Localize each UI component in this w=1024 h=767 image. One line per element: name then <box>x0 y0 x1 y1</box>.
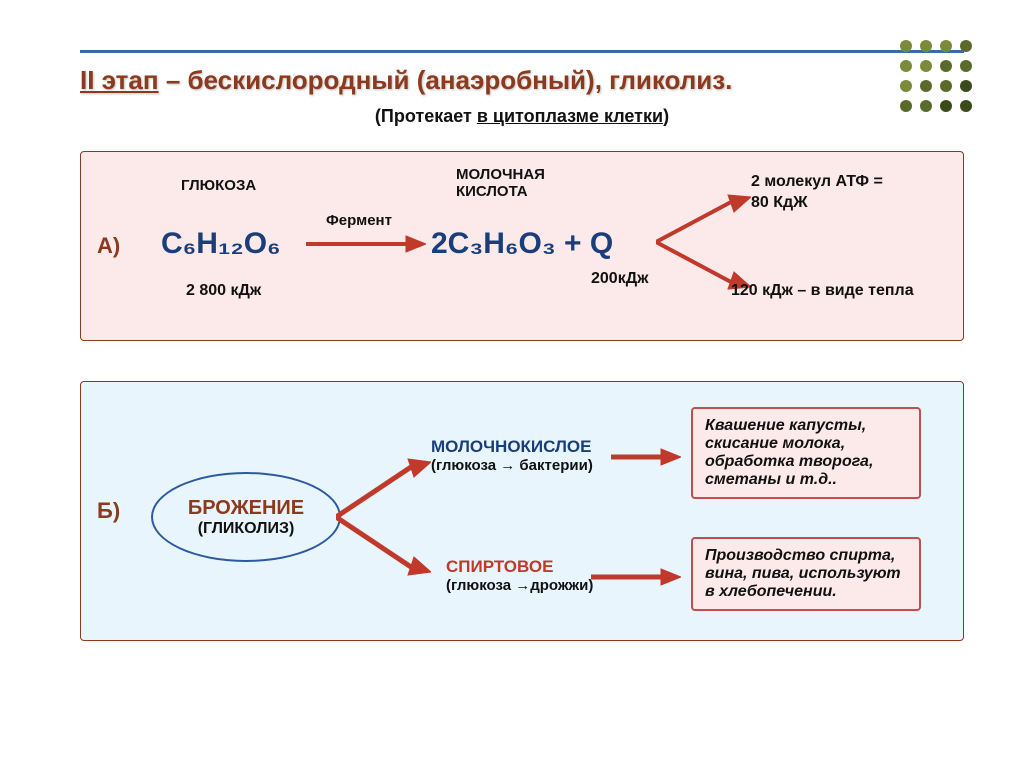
panel-b: Б) БРОЖЕНИЕ (ГЛИКОЛИЗ) МОЛОЧНОКИСЛОЕ (гл… <box>80 381 964 641</box>
spirt-title: СПИРТОВОЕ <box>446 557 593 577</box>
fermentation-oval: БРОЖЕНИЕ (ГЛИКОЛИЗ) <box>151 472 341 562</box>
subtitle: (Протекает в цитоплазме клетки) <box>80 106 964 127</box>
oval-sub: (ГЛИКОЛИЗ) <box>198 520 295 538</box>
arrow-spirt <box>591 567 681 587</box>
result-box-1: Квашение капусты, скисание молока, обраб… <box>691 407 921 499</box>
spirt-block: СПИРТОВОЕ (глюкоза →дрожжи) <box>446 557 593 594</box>
panel-a: А) ГЛЮКОЗА C₆H₁₂O₆ 2 800 кДж Фермент МОЛ… <box>80 151 964 341</box>
mol-block: МОЛОЧНОКИСЛОЕ (глюкоза → бактерии) <box>431 437 593 474</box>
lactic-formula: 2C₃H₆O₃ + Q <box>431 227 613 261</box>
heat-text: 120 кДж – в виде тепла <box>731 282 914 300</box>
arrow-mol <box>611 447 681 467</box>
subtitle-suffix: ) <box>663 106 669 126</box>
oval-title: БРОЖЕНИЕ <box>188 497 304 520</box>
mol-title: МОЛОЧНОКИСЛОЕ <box>431 437 593 457</box>
decorative-dots <box>900 40 974 114</box>
glucose-kdj: 2 800 кДж <box>186 282 261 300</box>
spirt-sub: (глюкоза →дрожжи) <box>446 577 593 594</box>
result-box-2: Производство спирта, вина, пива, использ… <box>691 537 921 611</box>
glucose-label: ГЛЮКОЗА <box>181 177 256 194</box>
title-prefix: II этап <box>80 65 159 95</box>
page-title: II этап – бескислородный (анаэробный), г… <box>80 65 964 96</box>
glucose-formula: C₆H₁₂O₆ <box>161 227 281 261</box>
title-bar: II этап – бескислородный (анаэробный), г… <box>80 50 964 127</box>
q-kdj: 200кДж <box>591 270 648 288</box>
mol-sub: (глюкоза → бактерии) <box>431 457 593 474</box>
arrow-oval-split <box>336 457 431 577</box>
ferment-label: Фермент <box>326 212 392 229</box>
title-rest: – бескислородный (анаэробный), гликолиз. <box>159 65 733 95</box>
subtitle-prefix: (Протекает <box>375 106 477 126</box>
lactic-label: МОЛОЧНАЯКИСЛОТА <box>456 167 545 200</box>
fermentation-area: БРОЖЕНИЕ (ГЛИКОЛИЗ) МОЛОЧНОКИСЛОЕ (глюко… <box>111 402 933 620</box>
equation-area: ГЛЮКОЗА C₆H₁₂O₆ 2 800 кДж Фермент МОЛОЧН… <box>111 172 933 320</box>
atp-text: 2 молекул АТФ =80 КдЖ <box>751 172 883 214</box>
subtitle-underline: в цитоплазме клетки <box>477 106 663 126</box>
arrow-reaction <box>306 232 426 256</box>
arrow-split <box>656 192 751 292</box>
